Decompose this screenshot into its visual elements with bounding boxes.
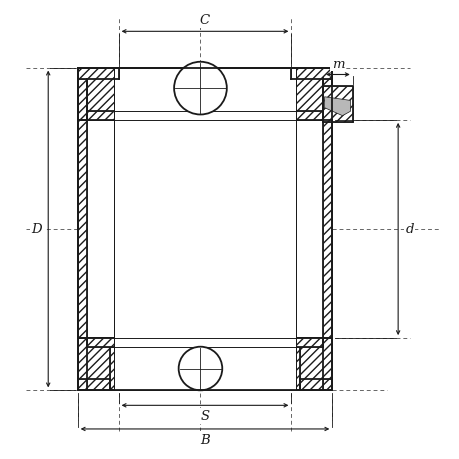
Text: d: d [404, 223, 413, 236]
Bar [323, 87, 352, 123]
Bar [78, 338, 331, 391]
Polygon shape [87, 112, 118, 121]
Circle shape [174, 62, 226, 115]
Text: S: S [200, 409, 209, 422]
Polygon shape [291, 112, 323, 121]
Bar [323, 121, 331, 338]
Bar [118, 68, 291, 112]
Bar [323, 121, 331, 338]
Circle shape [178, 347, 222, 391]
Bar [78, 379, 87, 391]
Bar [323, 379, 331, 391]
Bar [78, 121, 87, 338]
Bar [78, 68, 331, 121]
Bar [78, 80, 87, 121]
Bar [323, 379, 331, 391]
Bar [78, 68, 331, 121]
Text: B: B [200, 433, 209, 446]
Polygon shape [324, 98, 350, 117]
Text: C: C [200, 14, 210, 28]
Polygon shape [291, 338, 323, 347]
Bar [78, 338, 331, 391]
Bar [323, 80, 331, 121]
Bar [78, 379, 87, 391]
Bar [109, 347, 300, 391]
Bar [323, 87, 352, 123]
Bar [323, 80, 331, 121]
Text: m: m [331, 57, 343, 71]
Bar [78, 121, 87, 338]
Bar [118, 68, 291, 112]
Bar [114, 68, 295, 391]
Bar [78, 80, 87, 121]
Polygon shape [87, 338, 118, 347]
Bar [109, 347, 300, 391]
Text: D: D [32, 223, 42, 236]
Bar [78, 121, 331, 338]
